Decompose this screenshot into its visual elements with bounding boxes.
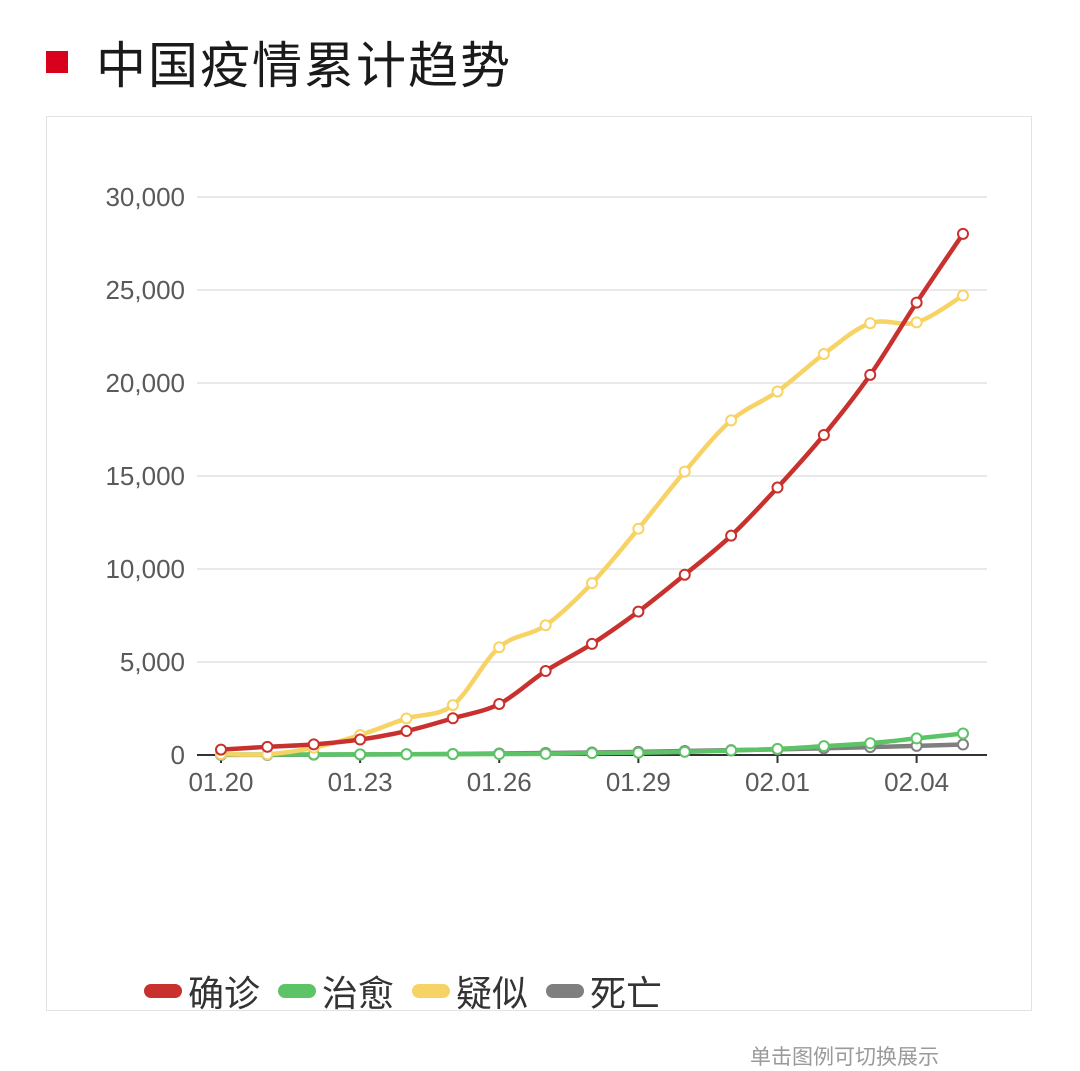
data-point[interactable] — [632, 605, 645, 618]
data-point[interactable] — [957, 227, 969, 240]
data-point[interactable] — [725, 529, 738, 542]
data-point[interactable] — [957, 738, 969, 751]
y-tick-label: 10,000 — [105, 554, 185, 584]
legend-swatch-icon — [546, 984, 585, 998]
x-tick-label: 01.29 — [606, 767, 671, 797]
data-point[interactable] — [493, 641, 506, 654]
x-tick-label: 02.01 — [745, 767, 810, 797]
data-point[interactable] — [957, 727, 969, 740]
title-row: 中国疫情累计趋势 — [46, 30, 512, 95]
legend-label: 治愈 — [322, 974, 395, 1015]
data-point[interactable] — [400, 725, 413, 738]
data-point[interactable] — [307, 738, 320, 751]
legend-swatch-icon — [144, 984, 182, 998]
legend-hint: 单击图例可切换展示 — [750, 1045, 939, 1069]
data-point[interactable] — [725, 414, 738, 427]
data-point[interactable] — [354, 748, 367, 761]
grid-lines — [197, 196, 987, 663]
data-point[interactable] — [771, 742, 784, 755]
page-title: 中国疫情累计趋势 — [96, 37, 512, 95]
data-point[interactable] — [400, 748, 413, 761]
data-point[interactable] — [864, 317, 877, 330]
legend-swatch-icon — [412, 984, 451, 998]
data-point[interactable] — [910, 732, 923, 745]
data-point[interactable] — [539, 747, 552, 760]
legend-label: 死亡 — [590, 974, 663, 1015]
data-point[interactable] — [586, 637, 598, 650]
data-point[interactable] — [400, 712, 413, 725]
series-line-0 — [218, 231, 966, 752]
line-chart: 0 5,000 10,000 15,000 20,000 25,000 30,000 01.… — [105, 182, 987, 797]
data-point[interactable] — [678, 568, 691, 581]
x-tick-label: 01.20 — [188, 767, 253, 797]
legend-item-0[interactable]: 确诊 — [144, 965, 260, 1017]
series-2 — [215, 289, 969, 761]
legend-swatch-icon — [278, 984, 317, 998]
data-point[interactable] — [493, 748, 506, 761]
x-tick-label: 01.26 — [467, 767, 532, 797]
chart-card: 0 5,000 10,000 15,000 20,000 25,000 30,000 01.… — [46, 116, 1032, 1069]
data-point[interactable] — [493, 697, 506, 710]
legend-item-1[interactable]: 治愈 — [278, 965, 394, 1017]
data-point[interactable] — [864, 737, 877, 750]
y-tick-label: 25,000 — [105, 275, 185, 305]
data-point[interactable] — [354, 733, 367, 746]
legend-item-2[interactable]: 疑似 — [412, 965, 528, 1017]
y-tick-label: 30,000 — [105, 182, 185, 212]
x-tick-label: 02.04 — [884, 767, 949, 797]
series-0 — [215, 227, 969, 756]
y-tick-label: 15,000 — [105, 461, 185, 491]
x-axis: 01.20 01.23 01.26 01.29 02.01 02.04 — [188, 754, 987, 797]
data-point[interactable] — [632, 746, 645, 759]
y-tick-label: 0 — [171, 740, 185, 770]
y-axis: 0 5,000 10,000 15,000 20,000 25,000 30,000 — [105, 182, 185, 770]
data-point[interactable] — [910, 316, 923, 329]
data-point[interactable] — [864, 368, 877, 381]
data-point[interactable] — [817, 428, 830, 441]
series-line-2 — [218, 293, 966, 757]
legend-label: 疑似 — [456, 974, 529, 1015]
data-point[interactable] — [586, 577, 598, 590]
data-point[interactable] — [446, 748, 459, 761]
data-point[interactable] — [678, 465, 691, 478]
data-point[interactable] — [446, 699, 459, 712]
data-point[interactable] — [771, 481, 784, 494]
chart-legend: 确诊 治愈 疑似 死亡 — [144, 965, 680, 1017]
data-point[interactable] — [215, 743, 227, 756]
data-point[interactable] — [910, 296, 923, 309]
y-tick-label: 20,000 — [105, 368, 185, 398]
series-lines — [215, 227, 969, 761]
data-point[interactable] — [586, 747, 598, 760]
data-point[interactable] — [725, 744, 738, 757]
legend-label: 确诊 — [188, 974, 261, 1015]
x-tick-label: 01.23 — [328, 767, 393, 797]
data-point[interactable] — [632, 522, 645, 535]
data-point[interactable] — [771, 385, 784, 398]
data-point[interactable] — [678, 745, 691, 758]
legend-item-3[interactable]: 死亡 — [546, 965, 662, 1017]
data-point[interactable] — [957, 289, 969, 302]
data-point[interactable] — [817, 348, 830, 361]
data-point[interactable] — [261, 740, 274, 753]
data-point[interactable] — [539, 619, 552, 632]
data-point[interactable] — [539, 665, 552, 678]
title-square-icon — [46, 51, 68, 73]
data-point[interactable] — [446, 712, 459, 725]
data-point[interactable] — [817, 740, 830, 753]
y-tick-label: 5,000 — [120, 647, 185, 677]
